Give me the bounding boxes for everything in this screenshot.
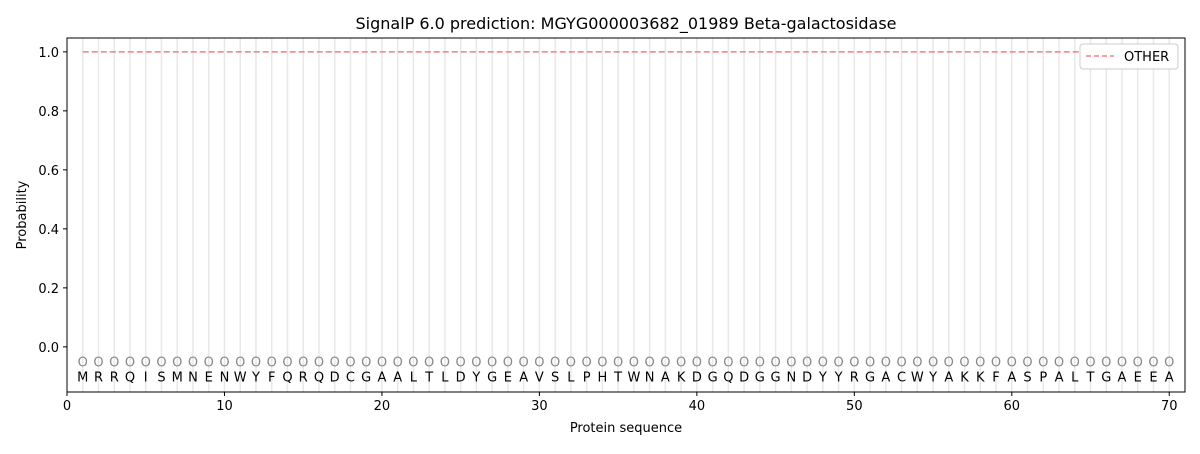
- residue-sequence: MRRQISMNENWYFQRQDCGAALTLDYGEAVSLPHTWNAKD…: [77, 370, 1174, 385]
- predicted-labels: OOOOOOOOOOOOOOOOOOOOOOOOOOOOOOOOOOOOOOOO…: [78, 356, 1175, 371]
- x-tick-label: 50: [846, 399, 863, 414]
- legend: OTHER: [1079, 43, 1179, 70]
- x-tick-label: 30: [531, 399, 548, 414]
- y-tick-label: 0.2: [38, 282, 59, 297]
- legend-label-other: OTHER: [1124, 50, 1169, 65]
- x-tick-label: 10: [216, 399, 233, 414]
- y-axis-label: Probability: [15, 180, 30, 249]
- plot-frame: [66, 37, 1186, 393]
- y-tick-label: 0.8: [38, 105, 59, 120]
- x-tick-label: 0: [63, 399, 71, 414]
- x-tick-label: 20: [374, 399, 391, 414]
- x-tick-label: 60: [1004, 399, 1021, 414]
- x-tick-label: 70: [1161, 399, 1178, 414]
- x-tick-label: 40: [689, 399, 706, 414]
- y-tick-label: 0.4: [38, 223, 59, 238]
- y-tick-label: 0.0: [38, 341, 59, 356]
- chart-title: SignalP 6.0 prediction: MGYG000003682_01…: [355, 14, 896, 34]
- y-tick-label: 1.0: [38, 46, 59, 61]
- x-axis-label: Protein sequence: [570, 421, 682, 436]
- y-tick-label: 0.6: [38, 164, 59, 179]
